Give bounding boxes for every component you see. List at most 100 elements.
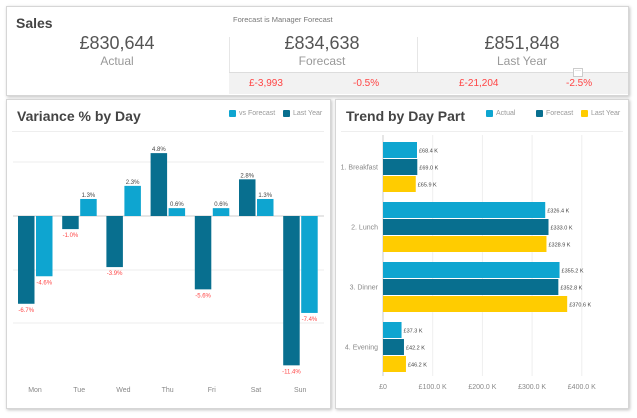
bar-forecast: [383, 339, 404, 355]
bar-last-year: [383, 356, 406, 372]
y-tick-label: 2. Lunch: [351, 225, 378, 232]
data-label: £333.0 K: [551, 226, 573, 232]
last-year-value: £851,848: [484, 33, 560, 53]
kpi-forecast: £834,638 Forecast: [247, 33, 397, 68]
data-label: -3.9%: [107, 271, 123, 277]
bar-last-year-sat: [239, 179, 256, 216]
trend-title: Trend by Day Part: [346, 108, 466, 124]
bar-actual: [383, 262, 560, 278]
y-tick-label: 4. Evening: [345, 345, 378, 352]
data-label: -11.4%: [282, 369, 301, 375]
bar-vs-forecast-wed: [124, 185, 141, 216]
x-tick-label: £0: [379, 384, 387, 391]
legend-last-year[interactable]: Last Year: [283, 110, 322, 117]
bar-last-year-wed: [106, 216, 123, 268]
trend-panel: Trend by Day Part Actual Forecast Last Y…: [335, 99, 629, 409]
legend-last-year[interactable]: Last Year: [581, 110, 620, 117]
x-tick-label: Thu: [162, 387, 174, 394]
actual-label: Actual: [100, 54, 134, 68]
x-tick-label: Wed: [116, 387, 130, 394]
bar-forecast: [383, 279, 559, 295]
divider: [229, 37, 230, 89]
y-tick-label: 1. Breakfast: [341, 165, 378, 172]
x-tick-label: £100.0 K: [419, 384, 447, 391]
data-label: £42.2 K: [406, 346, 425, 352]
x-tick-label: £200.0 K: [468, 384, 496, 391]
legend-vs-forecast[interactable]: vs Forecast: [229, 110, 275, 117]
legend-label: Forecast: [546, 110, 574, 117]
x-tick-label: £300.0 K: [518, 384, 546, 391]
data-label: £65.9 K: [418, 183, 437, 189]
data-label: £355.2 K: [562, 269, 584, 275]
bar-last-year-thu: [150, 153, 168, 216]
bar-forecast: [383, 219, 549, 235]
bar-last-year: [383, 176, 416, 192]
bar-vs-forecast-thu: [168, 208, 186, 216]
last-year-pct: -2.5%: [566, 78, 593, 89]
forecast-note: Forecast is Manager Forecast: [233, 15, 333, 24]
data-label: 2.8%: [240, 173, 254, 179]
bar-actual: [383, 202, 546, 218]
variance-panel: Variance % by Day vs Forecast Last Year …: [6, 99, 331, 409]
last-year-label: Last Year: [496, 54, 548, 68]
data-label: £370.6 K: [569, 303, 591, 309]
legend-label: vs Forecast: [239, 110, 276, 117]
y-tick-label: 3. Dinner: [350, 285, 379, 292]
legend-actual[interactable]: Actual: [486, 110, 515, 117]
data-label: £326.4 K: [547, 209, 569, 215]
bar-vs-forecast-sat: [257, 198, 274, 216]
variance-row: £-3,993 -0.5% £-21,204 -2.5%: [229, 72, 628, 94]
x-tick-label: Sun: [294, 387, 307, 394]
data-label: 1.3%: [258, 193, 272, 199]
bar-last-year: [383, 296, 568, 312]
data-label: £69.0 K: [419, 166, 438, 172]
x-tick-label: Mon: [28, 387, 42, 394]
data-label: 1.3%: [82, 193, 96, 199]
kpi-actual: £830,644 Actual: [47, 33, 187, 68]
variance-chart: -6.7% -4.6% Mon -1.0% 1.3% Tue -3.9% 2.3% Wed 4.8…: [13, 147, 324, 394]
data-label: -7.4%: [302, 317, 318, 323]
divider: [417, 37, 418, 89]
legend-forecast[interactable]: Forecast: [536, 110, 573, 117]
sales-panel: Sales Forecast is Manager Forecast £830,…: [6, 6, 629, 96]
actual-value: £830,644: [79, 33, 155, 53]
data-label: £328.9 K: [548, 243, 570, 249]
last-year-diff: £-21,204: [459, 78, 499, 89]
data-label: -4.6%: [36, 280, 52, 286]
data-label: 4.8%: [152, 147, 166, 153]
x-tick-label: Fri: [208, 387, 217, 394]
kpi-last-year: £851,848 Last Year: [447, 33, 597, 68]
x-tick-label: Sat: [251, 387, 262, 394]
data-label: £68.4 K: [419, 149, 438, 155]
bar-last-year-sun: [283, 216, 300, 366]
bar-vs-forecast-mon: [36, 216, 53, 277]
bar-last-year: [383, 236, 547, 252]
data-label: -1.0%: [63, 233, 79, 239]
trend-chart: £0 £100.0 K £200.0 K £300.0 K £400.0 K 1. Bre…: [341, 135, 596, 391]
bar-actual: [383, 322, 402, 338]
data-label: 2.3%: [126, 180, 140, 186]
sales-title: Sales: [16, 15, 53, 31]
forecast-diff: £-3,993: [249, 78, 283, 89]
bar-actual: [383, 142, 417, 158]
data-label: £37.3 K: [404, 329, 423, 335]
forecast-label: Forecast: [298, 54, 346, 68]
more-options-button[interactable]: ···: [573, 68, 583, 77]
data-label: 0.6%: [214, 202, 228, 208]
data-label: £352.8 K: [560, 286, 582, 292]
bar-last-year-mon: [18, 216, 35, 304]
data-label: -5.6%: [195, 293, 211, 299]
legend-label: Last Year: [591, 110, 621, 117]
data-label: £46.2 K: [408, 363, 427, 369]
bar-forecast: [383, 159, 418, 175]
variance-title: Variance % by Day: [17, 108, 141, 124]
legend-label: Last Year: [293, 110, 323, 117]
bar-vs-forecast-sun: [301, 216, 318, 313]
bar-last-year-tue: [62, 216, 79, 230]
data-label: 0.6%: [170, 202, 184, 208]
x-tick-label: Tue: [73, 387, 85, 394]
legend-label: Actual: [496, 110, 516, 117]
forecast-pct: -0.5%: [353, 78, 380, 89]
bar-vs-forecast-tue: [80, 198, 97, 216]
bar-last-year-fri: [194, 216, 212, 290]
